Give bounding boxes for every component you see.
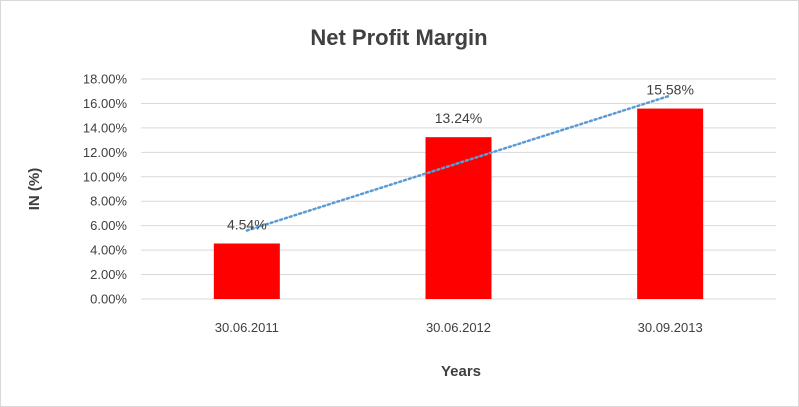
- y-tick-label: 0.00%: [90, 292, 127, 307]
- y-tick-label: 18.00%: [83, 72, 128, 87]
- x-tick-label: 30.06.2012: [426, 320, 491, 335]
- y-tick-label: 2.00%: [90, 267, 127, 282]
- chart-title: Net Profit Margin: [310, 25, 487, 50]
- x-axis-ticks: 30.06.2011 30.06.2012 30.09.2013: [215, 320, 703, 335]
- y-tick-label: 8.00%: [90, 194, 127, 209]
- y-axis-ticks: 0.00% 2.00% 4.00% 6.00% 8.00% 10.00% 12.00% 14.…: [83, 72, 128, 307]
- x-tick-label: 30.09.2013: [638, 320, 703, 335]
- data-labels: 4.54% 13.24% 15.58%: [227, 82, 694, 233]
- data-label: 13.24%: [435, 110, 482, 126]
- y-tick-label: 10.00%: [83, 169, 128, 184]
- bar: [425, 137, 492, 299]
- y-tick-label: 4.00%: [90, 243, 127, 258]
- y-tick-label: 16.00%: [83, 96, 128, 111]
- bars: [213, 108, 704, 299]
- bar: [637, 108, 704, 299]
- data-label: 15.58%: [646, 82, 693, 98]
- y-tick-label: 12.00%: [83, 145, 128, 160]
- y-axis-title: IN (%): [26, 168, 43, 211]
- x-tick-label: 30.06.2011: [215, 320, 279, 335]
- data-label: 4.54%: [227, 217, 267, 233]
- bar: [213, 243, 280, 299]
- trendline: [245, 94, 672, 232]
- y-tick-label: 6.00%: [90, 218, 127, 233]
- trendline-group: [245, 94, 672, 232]
- x-axis-title: Years: [441, 363, 481, 380]
- y-tick-label: 14.00%: [83, 120, 128, 135]
